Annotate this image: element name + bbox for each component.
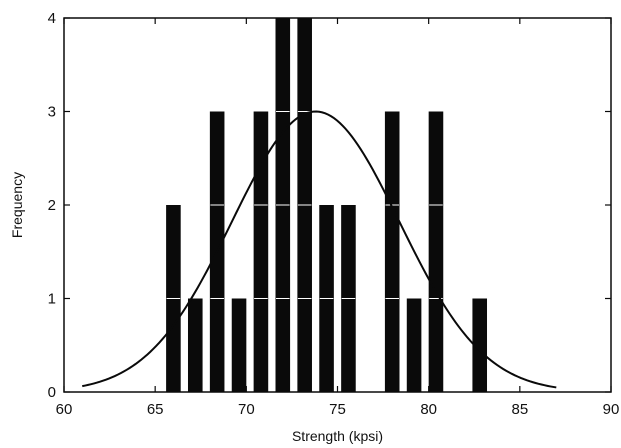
axis-ticks — [63, 17, 612, 393]
bar-3 — [231, 298, 247, 392]
plot-frame — [63, 17, 612, 393]
x-tick-label-3: 75 — [329, 401, 346, 418]
y-tick-label-3: 3 — [48, 104, 56, 121]
y-tick-label-0: 0 — [48, 384, 56, 401]
x-axis-tick-labels: 60 65 70 75 80 85 90 — [56, 401, 620, 418]
y-axis-tick-labels: 0 1 2 3 4 — [48, 10, 56, 401]
bar-9 — [384, 111, 400, 392]
x-tick-label-2: 70 — [238, 401, 255, 418]
fitted-normal-curve — [82, 110, 557, 389]
x-tick-label-1: 65 — [147, 401, 164, 418]
band-dividers — [166, 111, 443, 299]
y-tick-label-4: 4 — [48, 10, 56, 27]
bar-11 — [428, 111, 444, 392]
bar-4 — [253, 111, 269, 392]
y-tick-label-2: 2 — [48, 197, 56, 214]
y-tick-label-1: 1 — [48, 291, 56, 308]
bar-12 — [472, 298, 488, 392]
bar-1 — [187, 298, 203, 392]
bar-10 — [406, 298, 422, 392]
x-tick-label-5: 85 — [511, 401, 528, 418]
x-axis-title: Strength (kpsi) — [292, 428, 383, 444]
x-tick-label-6: 90 — [603, 401, 620, 418]
y-axis-title: Frequency — [9, 172, 25, 238]
x-tick-label-0: 60 — [56, 401, 73, 418]
x-tick-label-4: 80 — [420, 401, 437, 418]
